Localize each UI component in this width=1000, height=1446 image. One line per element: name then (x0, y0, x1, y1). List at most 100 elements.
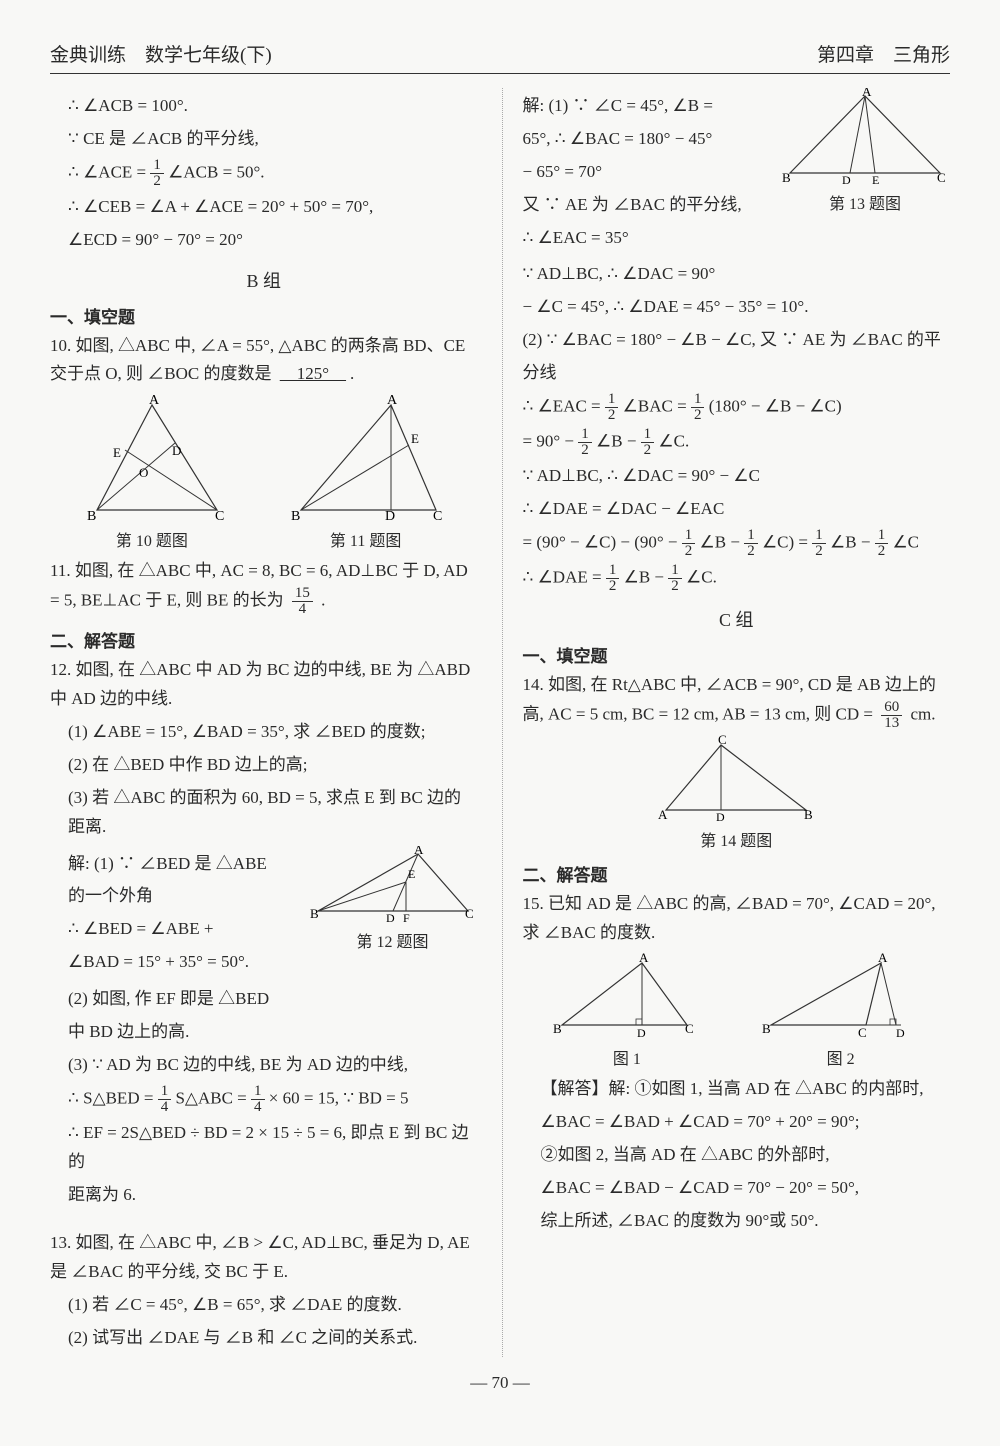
q14-text: 14. 如图, 在 Rt△ABC 中, ∠ACB = 90°, CD 是 AB … (523, 675, 936, 723)
fig15-1: A B C D 图 1 (547, 953, 707, 1069)
q14-unit: cm. (906, 704, 935, 723)
fig2-cap: 图 2 (756, 1045, 926, 1069)
svg-text:E: E (872, 173, 879, 187)
q13: 13. 如图, 在 △ABC 中, ∠B > ∠C, AD⊥BC, 垂足为 D,… (50, 1229, 478, 1287)
sol13: 解: (1) ∵ ∠C = 45°, ∠B = (523, 92, 781, 121)
header-right: 第四章 三角形 (817, 40, 950, 67)
triangle-14-icon: C A B D (646, 735, 826, 825)
sol13: ∵ AD⊥BC, ∴ ∠DAC = 90° (523, 260, 951, 289)
svg-text:A: A (639, 953, 649, 965)
pre-line: ∴ ∠ACE = 12 ∠ACB = 50°. (50, 158, 478, 189)
q12-sol: 解: (1) ∵ ∠BED 是 △ABE (50, 850, 308, 879)
q12-sol: ∴ S△BED = 14 S△ABC = 14 × 60 = 15, ∵ BD … (50, 1084, 478, 1115)
q12-2: (2) 在 △BED 中作 BD 边上的高; (50, 751, 478, 780)
q14-frac-d: 13 (881, 716, 902, 731)
fig-row-15: A B C D 图 1 A B C D 图 2 (523, 953, 951, 1069)
q10-blank: 125° (276, 364, 350, 383)
svg-text:B: B (310, 906, 319, 921)
pre-line: ∴ ∠ACB = 100°. (50, 92, 478, 121)
sol13: 分线 (523, 359, 951, 388)
svg-text:C: C (858, 1025, 867, 1040)
svg-text:A: A (149, 395, 160, 408)
sol13: = (90° − ∠C) − (90° − 12 ∠B − 12 ∠C) = 1… (523, 528, 951, 559)
pre-line: ∴ ∠CEB = ∠A + ∠ACE = 20° + 50° = 70°, (50, 193, 478, 222)
q12-sol: (2) 如图, 作 EF 即是 △BED (50, 985, 478, 1014)
fig14-cap: 第 14 题图 (523, 827, 951, 851)
q13-1: (1) 若 ∠C = 45°, ∠B = 65°, 求 ∠DAE 的度数. (50, 1291, 478, 1320)
svg-text:C: C (433, 509, 442, 524)
svg-text:A: A (862, 88, 872, 99)
q15-sol: ②如图 2, 当高 AD 在 △ABC 的外部时, (523, 1141, 951, 1170)
svg-text:A: A (658, 807, 668, 822)
svg-text:A: A (414, 846, 424, 857)
fig12-cap: 第 12 题图 (308, 928, 478, 952)
q15-sol: 【解答】解: ①如图 1, 当高 AD 在 △ABC 的内部时, (523, 1075, 951, 1104)
fig13-cap: 第 13 题图 (780, 190, 950, 214)
q11: 11. 如图, 在 △ABC 中, AC = 8, BC = 6, AD⊥BC … (50, 557, 478, 617)
q11-text: 11. 如图, 在 △ABC 中, AC = 8, BC = 6, AD⊥BC … (50, 561, 468, 609)
q14: 14. 如图, 在 Rt△ABC 中, ∠ACB = 90°, CD 是 AB … (523, 671, 951, 731)
svg-text:B: B (762, 1021, 771, 1036)
sol13: ∴ ∠DAE = ∠DAC − ∠EAC (523, 495, 951, 524)
svg-text:E: E (408, 867, 415, 881)
sol13: − ∠C = 45°, ∴ ∠DAE = 45° − 35° = 10°. (523, 293, 951, 322)
q15-sol: ∠BAC = ∠BAD + ∠CAD = 70° + 20° = 90°; (523, 1108, 951, 1137)
svg-text:C: C (215, 509, 224, 524)
page-number: — 70 — (50, 1373, 950, 1393)
svg-text:O: O (139, 465, 148, 480)
svg-text:D: D (896, 1026, 905, 1040)
fig14: C A B D 第 14 题图 (523, 735, 951, 851)
content-columns: ∴ ∠ACB = 100°. ∵ CE 是 ∠ACB 的平分线, ∴ ∠ACE … (50, 88, 950, 1357)
pre-line: ∠ECD = 90° − 70° = 20° (50, 226, 478, 255)
sol13: ∵ AD⊥BC, ∴ ∠DAC = 90° − ∠C (523, 462, 951, 491)
q12-sol: 中 BD 边上的高. (50, 1018, 478, 1047)
q15-sol: ∠BAC = ∠BAD − ∠CAD = 70° − 20° = 50°, (523, 1174, 951, 1203)
triangle-15a-icon: A B C D (547, 953, 707, 1043)
sol13: = 90° − 12 ∠B − 12 ∠C. (523, 427, 951, 458)
q12-1: (1) ∠ABE = 15°, ∠BAD = 35°, 求 ∠BED 的度数; (50, 718, 478, 747)
q12-sol: ∴ ∠BED = ∠ABE + (50, 915, 308, 944)
right-column: 解: (1) ∵ ∠C = 45°, ∠B = 65°, ∴ ∠BAC = 18… (502, 88, 951, 1357)
q12-3: (3) 若 △ABC 的面积为 60, BD = 5, 求点 E 到 BC 边的… (50, 784, 478, 842)
fig12: A B C D E F 第 12 题图 (308, 846, 478, 952)
fig10-cap: 第 10 题图 (77, 527, 227, 551)
svg-text:B: B (553, 1021, 562, 1036)
triangle-11-icon: A B C D E (281, 395, 451, 525)
svg-text:B: B (87, 509, 96, 524)
triangle-15b-icon: A B C D (756, 953, 926, 1043)
svg-text:A: A (387, 395, 398, 408)
sol13: ∴ ∠EAC = 12 ∠BAC = 12 (180° − ∠B − ∠C) (523, 392, 951, 423)
section-ans: 二、解答题 (50, 627, 478, 652)
section-fill-c: 一、填空题 (523, 642, 951, 667)
fig-row-10-11: A B C E D O 第 10 题图 A B C D (50, 395, 478, 551)
header-left: 金典训练 数学七年级(下) (50, 40, 272, 67)
svg-text:E: E (113, 445, 121, 460)
svg-text:C: C (718, 735, 727, 747)
section-ans-c: 二、解答题 (523, 861, 951, 886)
fig10: A B C E D O 第 10 题图 (77, 395, 227, 551)
q12-sol: ∠BAD = 15° + 35° = 50°. (50, 948, 308, 977)
sol13: ∴ ∠DAE = 12 ∠B − 12 ∠C. (523, 563, 951, 594)
fig15-2: A B C D 图 2 (756, 953, 926, 1069)
svg-text:D: D (716, 810, 725, 824)
q14-frac-n: 60 (881, 700, 902, 716)
svg-text:D: D (637, 1026, 646, 1040)
triangle-12-icon: A B C D E F (308, 846, 478, 926)
fig11-cap: 第 11 题图 (281, 527, 451, 551)
left-column: ∴ ∠ACB = 100°. ∵ CE 是 ∠ACB 的平分线, ∴ ∠ACE … (50, 88, 478, 1357)
q12-sol: ∴ EF = 2S△BED ÷ BD = 2 × 15 ÷ 5 = 6, 即点 … (50, 1119, 478, 1177)
q15: 15. 已知 AD 是 △ABC 的高, ∠BAD = 70°, ∠CAD = … (523, 890, 951, 948)
q12: 12. 如图, 在 △ABC 中 AD 为 BC 边的中线, BE 为 △ABD… (50, 656, 478, 714)
sol13: − 65° = 70° (523, 158, 781, 187)
fig13: A B C D E 第 13 题图 (780, 88, 950, 214)
sol13: 又 ∵ AE 为 ∠BAC 的平分线, (523, 191, 781, 220)
q15-sol: 综上所述, ∠BAC 的度数为 90°或 50°. (523, 1207, 951, 1236)
svg-text:B: B (291, 509, 300, 524)
q12-sol: (3) ∵ AD 为 BC 边的中线, BE 为 AD 边的中线, (50, 1051, 478, 1080)
svg-text:C: C (937, 170, 946, 185)
svg-text:D: D (172, 443, 181, 458)
svg-text:C: C (685, 1021, 694, 1036)
sol13: ∴ ∠EAC = 35° (523, 224, 781, 253)
page-header: 金典训练 数学七年级(下) 第四章 三角形 (50, 40, 950, 74)
sol13: (2) ∵ ∠BAC = 180° − ∠B − ∠C, 又 ∵ AE 为 ∠B… (523, 326, 951, 355)
